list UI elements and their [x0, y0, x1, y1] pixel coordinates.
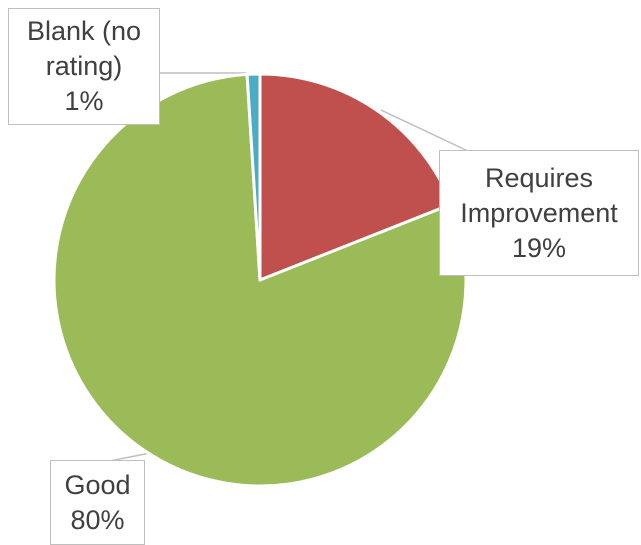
- pie-slice-blank-no-rating: [245, 72, 262, 282]
- callout-blank: Blank (no rating) 1%: [8, 8, 160, 125]
- slice-pct-blank: 1%: [64, 86, 104, 116]
- leader-requires-improvement: [380, 109, 471, 153]
- slice-pct-good: 80%: [70, 504, 125, 535]
- slice-label-blank-line1: Blank (no: [26, 16, 142, 46]
- slice-pct-requires: 19%: [511, 232, 567, 263]
- slice-label-requires-line1: Requires: [484, 162, 594, 193]
- pie-slices: [52, 72, 468, 488]
- slice-label-requires-line2: Improvement: [460, 197, 618, 228]
- slice-label-good: Good: [64, 469, 131, 500]
- slice-label-blank-line2: rating): [45, 51, 123, 81]
- callout-requires-improvement: Requires Improvement 19%: [439, 150, 639, 276]
- callout-good: Good 80%: [50, 460, 145, 545]
